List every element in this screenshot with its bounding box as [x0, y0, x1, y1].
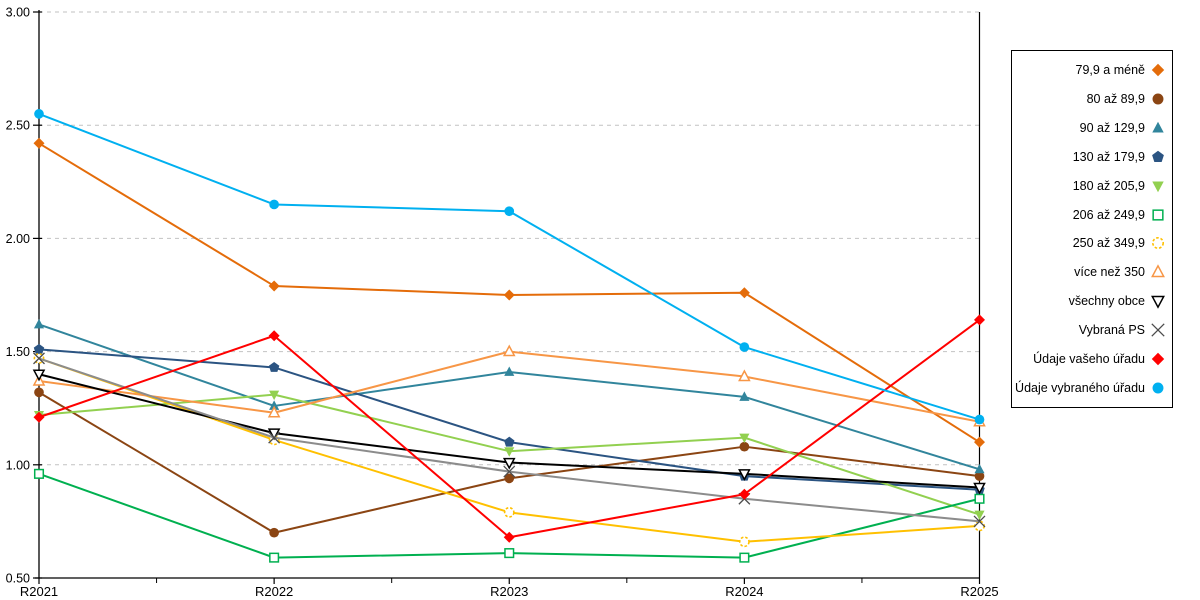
triangle-up-legend-marker-icon — [1152, 121, 1164, 133]
triangle-down-legend-marker-icon — [1152, 181, 1164, 192]
series-v-ce-ne-350 — [32, 344, 986, 427]
diamond-legend-marker-icon — [1151, 64, 1165, 77]
legend-item-label: Vybraná PS — [1078, 322, 1145, 337]
y-tick-label: 2.00 — [6, 232, 30, 246]
series-80-a-89-9 — [34, 387, 985, 538]
legend-item: 206 až 249,9 — [1014, 200, 1166, 229]
axis-labels: 0.50 1.00 1.50 2.00 2.50 3.00 R2021 R2022 R2023 R… — [6, 6, 999, 600]
series-lines — [32, 109, 986, 563]
x-tick-label: R2025 — [960, 584, 998, 599]
series-90-a-129-9 — [33, 318, 985, 474]
legend-item: Údaje vašeho úřadu — [1014, 344, 1166, 373]
series--daje-vybran-ho-adu — [34, 109, 985, 425]
triangle-up-open-legend-marker-icon — [1151, 264, 1165, 278]
legend-item-label: 206 až 249,9 — [1072, 207, 1145, 222]
legend-item-label: více než 350 — [1074, 265, 1145, 280]
legend-item: 90 až 129,9 — [1014, 114, 1166, 143]
chart-legend: 79,9 a méně 80 až 89,9 90 až 129,9 130 až 1… — [1011, 50, 1173, 408]
series--daje-va-eho-adu — [33, 314, 985, 543]
y-tick-label: 1.00 — [6, 458, 30, 472]
legend-item-label: 79,9 a méně — [1075, 63, 1146, 78]
legend-item: 79,9 a méně — [1014, 56, 1166, 85]
legend-item: Údaje vybraného úřadu — [1014, 373, 1166, 402]
x-legend-marker-icon — [1151, 323, 1165, 337]
square-open-legend-marker-icon — [1152, 208, 1164, 221]
series-206-a-249-9 — [33, 468, 985, 563]
circle-legend-marker-icon — [1152, 382, 1164, 393]
x-tick-label: R2024 — [725, 584, 763, 599]
legend-item-label: 130 až 179,9 — [1072, 149, 1145, 164]
legend-item-label: 250 až 349,9 — [1072, 236, 1145, 251]
x-tick-label: R2022 — [255, 584, 293, 599]
pentagon-legend-marker-icon — [1152, 150, 1164, 162]
circle-legend-marker-icon — [1152, 93, 1164, 105]
legend-item-label: všechny obce — [1068, 294, 1145, 309]
legend-item: 130 až 179,9 — [1014, 142, 1166, 171]
circle-open-dashed-legend-marker-icon — [1151, 237, 1165, 250]
legend-item-label: 90 až 129,9 — [1079, 121, 1145, 136]
legend-item: 180 až 205,9 — [1014, 171, 1166, 200]
legend-item: všechny obce — [1014, 287, 1166, 316]
legend-item: Vybraná PS — [1014, 315, 1166, 344]
series-79-9-a-m-n- — [33, 137, 985, 448]
y-tick-label: 1.50 — [6, 345, 30, 359]
legend-item: 80 až 89,9 — [1014, 85, 1166, 114]
legend-item-label: Údaje vybraného úřadu — [1015, 380, 1145, 395]
x-tick-label: R2021 — [20, 584, 58, 599]
x-tick-label: R2023 — [490, 584, 528, 599]
legend-item: 250 až 349,9 — [1014, 229, 1166, 258]
legend-item-label: Údaje vašeho úřadu — [1033, 351, 1145, 366]
series-180-a-205-9 — [33, 390, 985, 521]
y-tick-label: 0.50 — [6, 572, 30, 586]
triangle-down-open-legend-marker-icon — [1151, 295, 1165, 309]
axes — [33, 10, 981, 584]
y-tick-label: 3.00 — [6, 6, 30, 20]
y-tick-label: 2.50 — [6, 119, 30, 133]
gridlines — [39, 11, 980, 466]
diamond-legend-marker-icon — [1151, 352, 1165, 365]
series-v-echny-obce — [32, 369, 986, 495]
legend-item-label: 80 až 89,9 — [1086, 92, 1145, 107]
legend-item: více než 350 — [1014, 258, 1166, 287]
legend-item-label: 180 až 205,9 — [1072, 178, 1145, 193]
